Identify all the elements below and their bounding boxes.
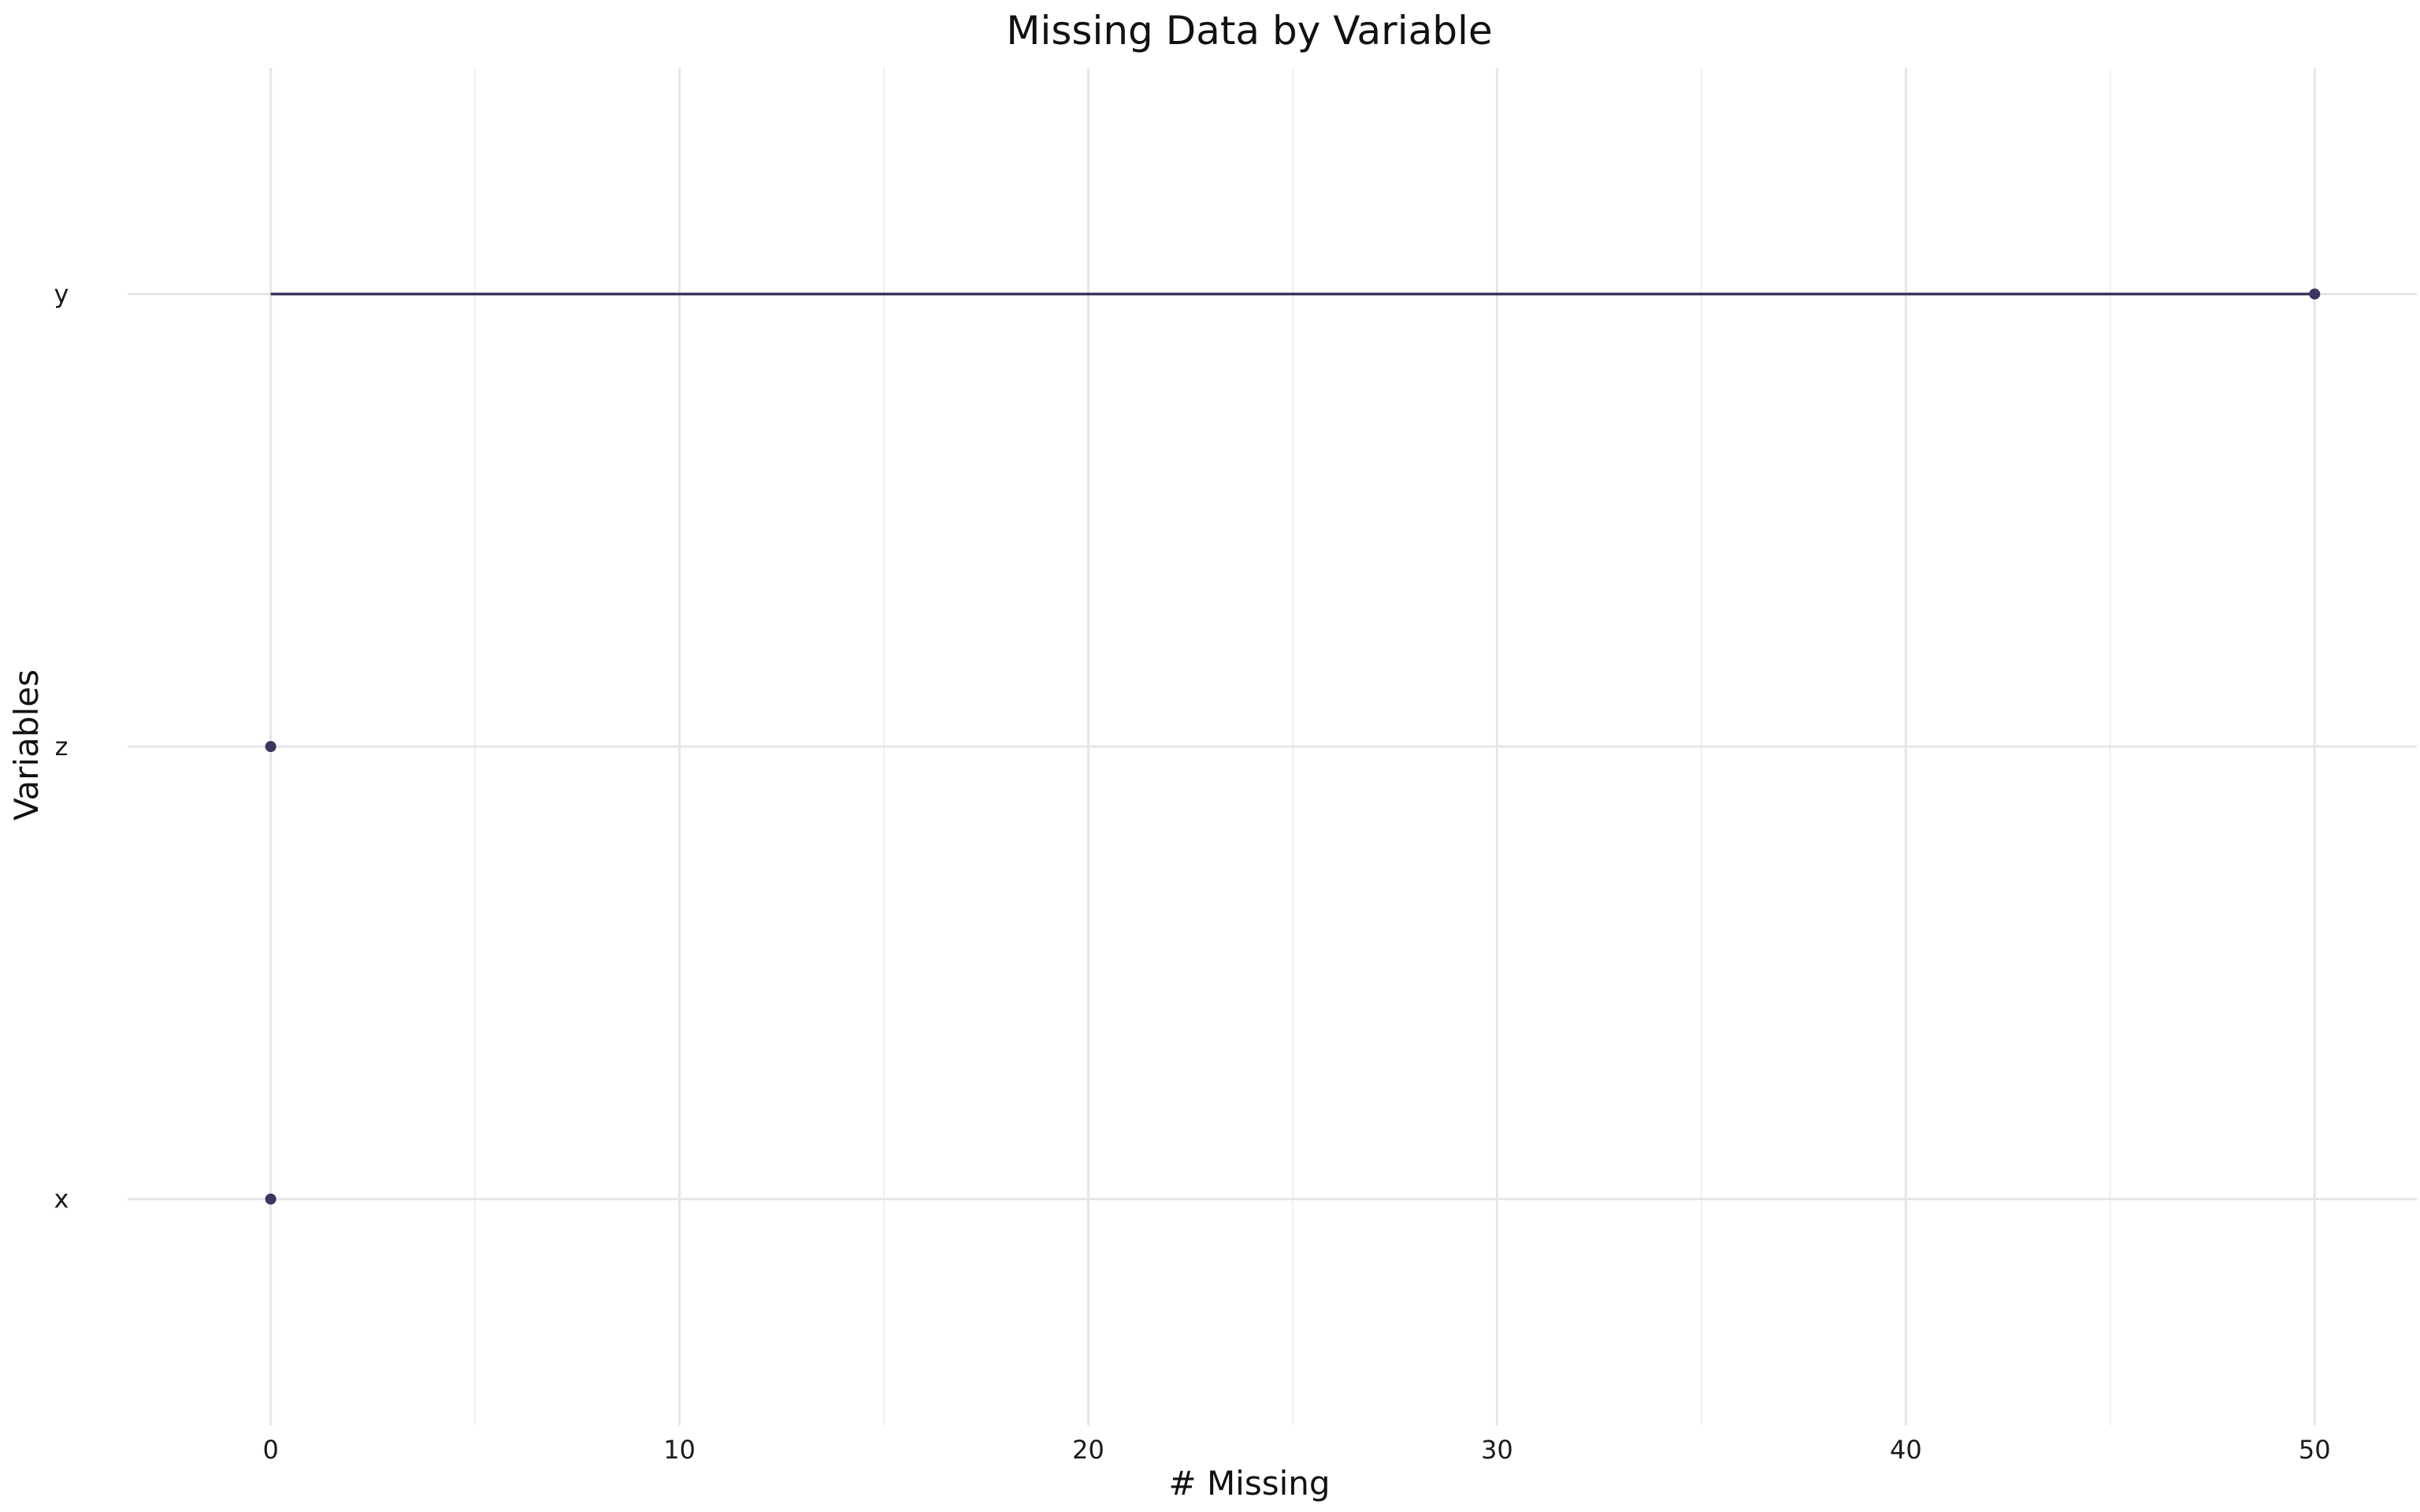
x-tick-label: 40 xyxy=(1890,1435,1922,1465)
y-tick-label: y xyxy=(54,279,69,309)
lollipop-point xyxy=(265,741,277,752)
y-tick-label: z xyxy=(55,732,69,762)
y-axis-title: Variables xyxy=(7,669,46,821)
x-tick-label: 50 xyxy=(2299,1435,2331,1465)
point-layer xyxy=(265,288,2321,1205)
y-tick-label: x xyxy=(54,1184,69,1214)
grid-layer xyxy=(128,68,2417,1425)
chart-title: Missing Data by Variable xyxy=(1006,8,1492,54)
label-layer: 0 10 20 30 40 50 y z x xyxy=(54,279,2331,1465)
lollipop-point xyxy=(2309,288,2321,300)
x-tick-label: 0 xyxy=(262,1435,278,1465)
lollipop-point xyxy=(265,1193,277,1205)
x-axis-title: # Missing xyxy=(1168,1464,1330,1503)
x-tick-label: 30 xyxy=(1481,1435,1513,1465)
x-tick-label: 20 xyxy=(1072,1435,1104,1465)
x-tick-label: 10 xyxy=(663,1435,696,1465)
